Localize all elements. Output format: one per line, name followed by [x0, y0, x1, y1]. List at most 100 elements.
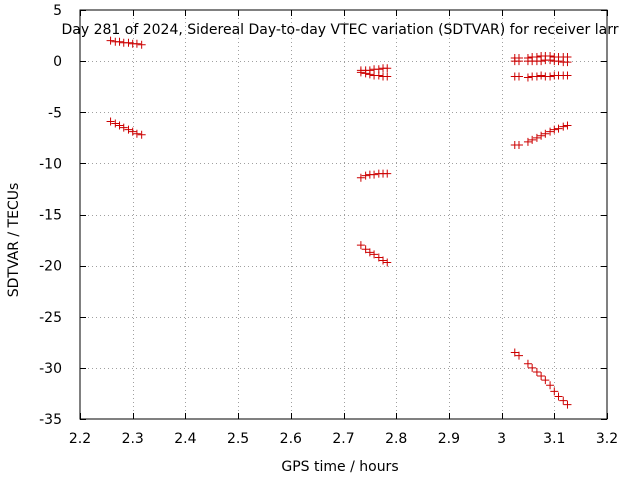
- data-point: [124, 38, 133, 47]
- data-point: [532, 133, 541, 142]
- x-tick-label: 2.8: [385, 431, 407, 447]
- data-point: [514, 140, 523, 149]
- data-point: [111, 119, 120, 128]
- series-track-a1: [106, 36, 146, 49]
- data-point: [532, 72, 541, 81]
- series-track-b3: [356, 169, 392, 182]
- data-point: [563, 121, 572, 130]
- y-tick-labels: 5 0 -5 -10 -15 -20 -25 -30 -35: [39, 3, 62, 428]
- data-point: [537, 372, 546, 381]
- data-point: [537, 71, 546, 80]
- x-tick-label: 2.6: [280, 431, 302, 447]
- x-axis-label: GPS time / hours: [281, 459, 398, 475]
- x-tick-label: 3.2: [596, 431, 618, 447]
- data-point: [365, 70, 374, 79]
- x-tick-label: 2.2: [69, 431, 91, 447]
- data-point: [563, 58, 572, 67]
- x-tick-label: 3: [497, 431, 506, 447]
- data-series: [106, 36, 572, 409]
- data-point: [514, 351, 523, 360]
- x-tick-label: 2.7: [332, 431, 354, 447]
- data-point: [546, 127, 555, 136]
- data-point: [537, 131, 546, 140]
- data-point: [528, 135, 537, 144]
- y-tick-label: -10: [39, 156, 62, 172]
- y-tick-label: -35: [39, 412, 62, 428]
- data-point: [356, 241, 365, 250]
- data-point: [514, 57, 523, 66]
- axis-ticks: [80, 10, 608, 420]
- y-tick-label: 0: [53, 54, 62, 70]
- data-point: [137, 40, 146, 49]
- data-point: [356, 68, 365, 77]
- series-track-c5: [510, 348, 572, 409]
- data-point: [115, 121, 124, 130]
- data-point: [383, 258, 392, 267]
- data-point: [550, 125, 559, 134]
- series-track-c3: [510, 71, 572, 82]
- y-tick-label: -20: [39, 259, 62, 275]
- data-point: [374, 253, 383, 262]
- data-point: [365, 248, 374, 257]
- x-tick-label: 3.1: [543, 431, 565, 447]
- y-tick-label: -25: [39, 310, 62, 326]
- data-point: [532, 367, 541, 376]
- data-point: [554, 392, 563, 401]
- data-point: [541, 129, 550, 138]
- x-tick-label: 2.9: [438, 431, 460, 447]
- data-point: [361, 245, 370, 254]
- data-point: [106, 117, 115, 126]
- data-point: [546, 72, 555, 81]
- data-point: [137, 130, 146, 139]
- plot-border: [79, 9, 608, 420]
- series-track-c2: [510, 56, 572, 67]
- data-point: [383, 64, 392, 73]
- data-point: [510, 348, 519, 357]
- data-point: [563, 400, 572, 409]
- data-point: [528, 363, 537, 372]
- data-point: [546, 56, 555, 65]
- data-point: [374, 71, 383, 80]
- x-tick-label: 2.3: [122, 431, 144, 447]
- data-point: [523, 137, 532, 146]
- y-tick-label: -15: [39, 208, 62, 224]
- y-axis-label: SDTVAR / TECUs: [6, 183, 22, 298]
- data-point: [523, 73, 532, 82]
- data-point: [546, 381, 555, 390]
- data-point: [370, 170, 379, 179]
- data-point: [559, 122, 568, 131]
- data-point: [119, 123, 128, 132]
- x-tick-label: 2.5: [227, 431, 249, 447]
- grid: [80, 10, 607, 419]
- series-track-c4: [510, 121, 572, 149]
- x-tick-label: 2.4: [174, 431, 196, 447]
- data-point: [559, 396, 568, 405]
- data-point: [361, 171, 370, 180]
- data-point: [537, 57, 546, 66]
- data-point: [554, 124, 563, 133]
- data-point: [356, 173, 365, 182]
- series-track-a2: [106, 117, 146, 139]
- data-point: [128, 127, 137, 136]
- chart-title: Day 281 of 2024, Sidereal Day-to-day VTE…: [62, 22, 619, 38]
- data-point: [514, 72, 523, 81]
- data-point: [115, 37, 124, 46]
- data-point: [132, 39, 141, 48]
- series-track-b4: [356, 241, 392, 267]
- y-tick-label: -5: [48, 105, 62, 121]
- data-point: [523, 359, 532, 368]
- data-point: [554, 57, 563, 66]
- data-point: [124, 125, 133, 134]
- data-point: [106, 36, 115, 45]
- data-point: [370, 250, 379, 259]
- data-point: [132, 129, 141, 138]
- x-tick-labels: 2.2 2.3 2.4 2.5 2.6 2.7 2.8 2.9 3 3.1 3.2: [69, 431, 618, 447]
- data-point: [383, 72, 392, 81]
- data-point: [361, 69, 370, 78]
- series-track-b2: [356, 68, 392, 81]
- data-point: [379, 256, 388, 265]
- y-tick-label: 5: [53, 3, 62, 19]
- y-tick-label: -30: [39, 361, 62, 377]
